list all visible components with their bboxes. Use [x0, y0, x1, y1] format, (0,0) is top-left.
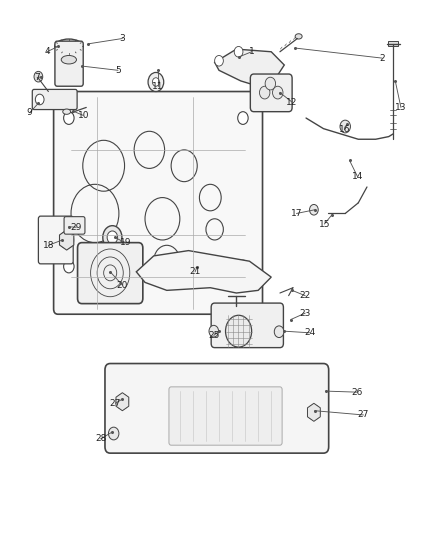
Text: 21: 21	[189, 268, 201, 276]
Text: 24: 24	[304, 328, 315, 337]
Text: 15: 15	[318, 220, 330, 229]
Ellipse shape	[61, 55, 77, 64]
Circle shape	[310, 205, 318, 215]
Bar	[388, 41, 398, 46]
Text: 17: 17	[291, 209, 302, 218]
Circle shape	[234, 46, 243, 57]
Circle shape	[64, 260, 74, 273]
Circle shape	[209, 325, 219, 337]
Circle shape	[34, 71, 43, 82]
Polygon shape	[307, 403, 320, 421]
FancyBboxPatch shape	[53, 92, 262, 314]
FancyBboxPatch shape	[32, 90, 77, 110]
FancyBboxPatch shape	[169, 387, 282, 445]
Circle shape	[148, 72, 164, 92]
Text: 4: 4	[44, 47, 50, 56]
Circle shape	[265, 77, 276, 90]
FancyBboxPatch shape	[251, 74, 292, 112]
Text: 7: 7	[34, 73, 40, 82]
Text: 14: 14	[352, 172, 363, 181]
Text: 20: 20	[117, 280, 128, 289]
Text: 22: 22	[300, 291, 311, 300]
Polygon shape	[60, 230, 74, 250]
Text: 11: 11	[152, 82, 164, 91]
FancyBboxPatch shape	[55, 41, 83, 86]
Circle shape	[60, 231, 74, 248]
Ellipse shape	[63, 109, 71, 114]
Circle shape	[64, 112, 74, 124]
Circle shape	[238, 112, 248, 124]
Text: 5: 5	[115, 66, 121, 75]
Polygon shape	[215, 49, 284, 86]
Text: 27: 27	[110, 399, 121, 408]
Circle shape	[103, 225, 122, 249]
Text: 1: 1	[249, 47, 254, 56]
Circle shape	[226, 316, 252, 347]
Text: 13: 13	[395, 103, 406, 112]
Text: 9: 9	[27, 108, 32, 117]
Circle shape	[340, 120, 350, 133]
Text: 3: 3	[120, 34, 125, 43]
Text: 29: 29	[71, 223, 82, 232]
Circle shape	[152, 78, 159, 86]
Circle shape	[35, 94, 44, 105]
Ellipse shape	[295, 34, 302, 39]
Text: 28: 28	[95, 434, 106, 443]
Circle shape	[215, 55, 223, 66]
Text: 12: 12	[286, 98, 298, 107]
Text: 16: 16	[339, 125, 350, 134]
Circle shape	[272, 86, 283, 99]
Circle shape	[238, 260, 248, 273]
Circle shape	[116, 394, 128, 409]
FancyBboxPatch shape	[105, 364, 328, 453]
Polygon shape	[116, 393, 129, 411]
FancyBboxPatch shape	[78, 243, 143, 304]
Circle shape	[308, 405, 320, 419]
FancyBboxPatch shape	[211, 303, 283, 348]
Circle shape	[109, 427, 119, 440]
FancyBboxPatch shape	[64, 216, 85, 234]
Circle shape	[259, 86, 270, 99]
Text: 27: 27	[358, 410, 369, 419]
Circle shape	[274, 326, 284, 337]
Ellipse shape	[55, 39, 83, 54]
Text: 23: 23	[300, 309, 311, 318]
Polygon shape	[136, 251, 271, 293]
Text: 19: 19	[120, 238, 131, 247]
Text: 26: 26	[352, 387, 363, 397]
Text: 10: 10	[78, 111, 89, 120]
Circle shape	[107, 231, 117, 244]
FancyBboxPatch shape	[39, 216, 73, 264]
Text: 18: 18	[42, 241, 54, 250]
Text: 2: 2	[379, 54, 385, 62]
Text: 25: 25	[208, 331, 219, 340]
